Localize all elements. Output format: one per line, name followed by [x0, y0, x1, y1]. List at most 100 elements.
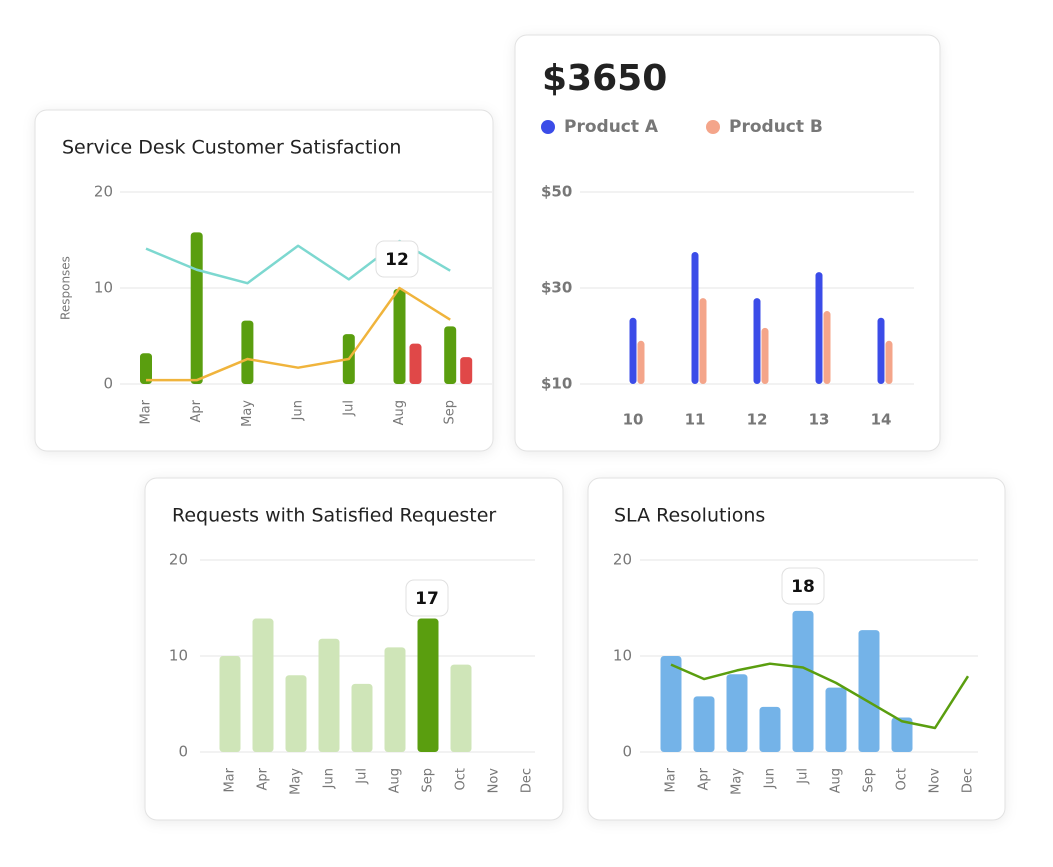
- bar: [190, 232, 203, 384]
- x-tick-label: 13: [809, 411, 830, 429]
- x-tick-label: Jul: [796, 768, 811, 785]
- bar: [629, 317, 637, 384]
- y-tick-label: 20: [94, 183, 113, 201]
- bar: [384, 647, 406, 752]
- bar: [877, 317, 885, 384]
- bar: [891, 717, 913, 752]
- y-tick-label: $30: [541, 279, 572, 297]
- chart-title: SLA Resolutions: [614, 505, 765, 527]
- bar: [858, 630, 880, 752]
- tooltip-text: 18: [791, 577, 815, 597]
- x-tick-label: May: [240, 400, 255, 427]
- tooltip-box: [405, 579, 449, 617]
- bar: [726, 674, 748, 752]
- y-axis-label: Responses: [59, 256, 73, 320]
- y-tick-label: 0: [103, 375, 113, 393]
- x-tick-label: Aug: [388, 768, 403, 793]
- bar: [815, 272, 823, 384]
- y-tick-label: 20: [169, 551, 188, 569]
- x-tick-label: Oct: [454, 768, 469, 790]
- x-tick-label: Nov: [487, 768, 502, 794]
- card: [514, 34, 941, 452]
- x-tick-label: May: [289, 768, 304, 795]
- bar: [761, 327, 769, 384]
- bar: [393, 288, 406, 384]
- bar: [318, 638, 340, 752]
- chart-card: SLA Resolutions 0 10 20 Mar Apr May Jun Jul Aug Se…: [587, 477, 1006, 821]
- y-tick-label: 0: [178, 743, 188, 761]
- bar: [753, 298, 761, 384]
- x-tick-label: Jul: [355, 768, 370, 785]
- x-tick-label: Apr: [697, 767, 712, 790]
- legend-label: Product A: [564, 117, 659, 137]
- x-tick-label: Sep: [443, 400, 458, 425]
- x-tick-label: Jun: [763, 768, 778, 789]
- y-tick-label: 0: [622, 743, 632, 761]
- x-tick-label: 10: [623, 411, 644, 429]
- bar: [460, 357, 473, 384]
- x-tick-label: Jun: [322, 768, 337, 789]
- tooltip-box: [375, 240, 419, 278]
- bar: [637, 340, 645, 384]
- line: [670, 662, 970, 730]
- bar: [660, 656, 682, 752]
- y-tick-label: 10: [94, 279, 113, 297]
- bar: [417, 618, 439, 752]
- x-tick-label: Nov: [928, 768, 943, 794]
- bar: [693, 696, 715, 752]
- bar: [699, 298, 707, 384]
- x-tick-label: May: [730, 768, 745, 795]
- bar: [691, 252, 699, 384]
- tooltip-box: [781, 567, 825, 605]
- tooltip-text: 12: [385, 250, 409, 270]
- y-tick-label: 10: [169, 647, 188, 665]
- chart-title: Service Desk Customer Satisfaction: [62, 137, 401, 159]
- bar: [444, 326, 457, 384]
- bar: [885, 340, 893, 384]
- x-tick-label: 11: [685, 411, 706, 429]
- x-tick-label: Sep: [862, 768, 877, 793]
- x-tick-label: Sep: [421, 768, 436, 793]
- x-tick-label: Dec: [520, 768, 535, 793]
- bar: [759, 706, 781, 752]
- legend-marker: [541, 120, 555, 134]
- tooltip-text: 17: [415, 589, 439, 609]
- bar: [140, 353, 152, 384]
- x-tick-label: Mar: [664, 767, 679, 792]
- y-tick-label: 20: [613, 551, 632, 569]
- x-tick-label: Oct: [895, 768, 910, 790]
- bar: [285, 675, 307, 752]
- x-tick-label: Apr: [256, 767, 271, 790]
- x-tick-label: 14: [871, 411, 892, 429]
- x-tick-label: Aug: [829, 768, 844, 793]
- x-tick-label: Mar: [223, 767, 238, 792]
- x-tick-label: Jul: [341, 400, 356, 417]
- bar: [409, 343, 422, 384]
- line: [146, 286, 451, 382]
- chart-card: Requests with Satisfied Requester 0 10 20 Ma…: [144, 477, 564, 821]
- legend-label: Product B: [729, 117, 823, 137]
- x-tick-label: Apr: [189, 399, 204, 422]
- chart-card: $3650 $10 $30 $50 10 11 12 13 14 Product A Product…: [514, 34, 941, 452]
- y-tick-label: $50: [541, 183, 572, 201]
- x-tick-label: Jun: [291, 400, 306, 421]
- bar: [351, 683, 373, 752]
- x-tick-label: Mar: [139, 399, 154, 424]
- bar: [252, 618, 274, 752]
- y-tick-label: 10: [613, 647, 632, 665]
- chart-card: Service Desk Customer Satisfaction 0 10 20 R…: [34, 109, 494, 452]
- x-tick-label: Aug: [392, 400, 407, 425]
- bar: [825, 687, 847, 752]
- chart-title: Requests with Satisfied Requester: [172, 505, 496, 527]
- legend-marker: [706, 120, 720, 134]
- bar: [823, 311, 831, 384]
- x-tick-label: Dec: [961, 768, 976, 793]
- bar: [219, 656, 241, 752]
- bar: [450, 664, 472, 752]
- bar: [792, 610, 814, 752]
- bar: [241, 320, 254, 384]
- chart-title: $3650: [542, 58, 667, 99]
- y-tick-label: $10: [541, 375, 572, 393]
- x-tick-label: 12: [747, 411, 768, 429]
